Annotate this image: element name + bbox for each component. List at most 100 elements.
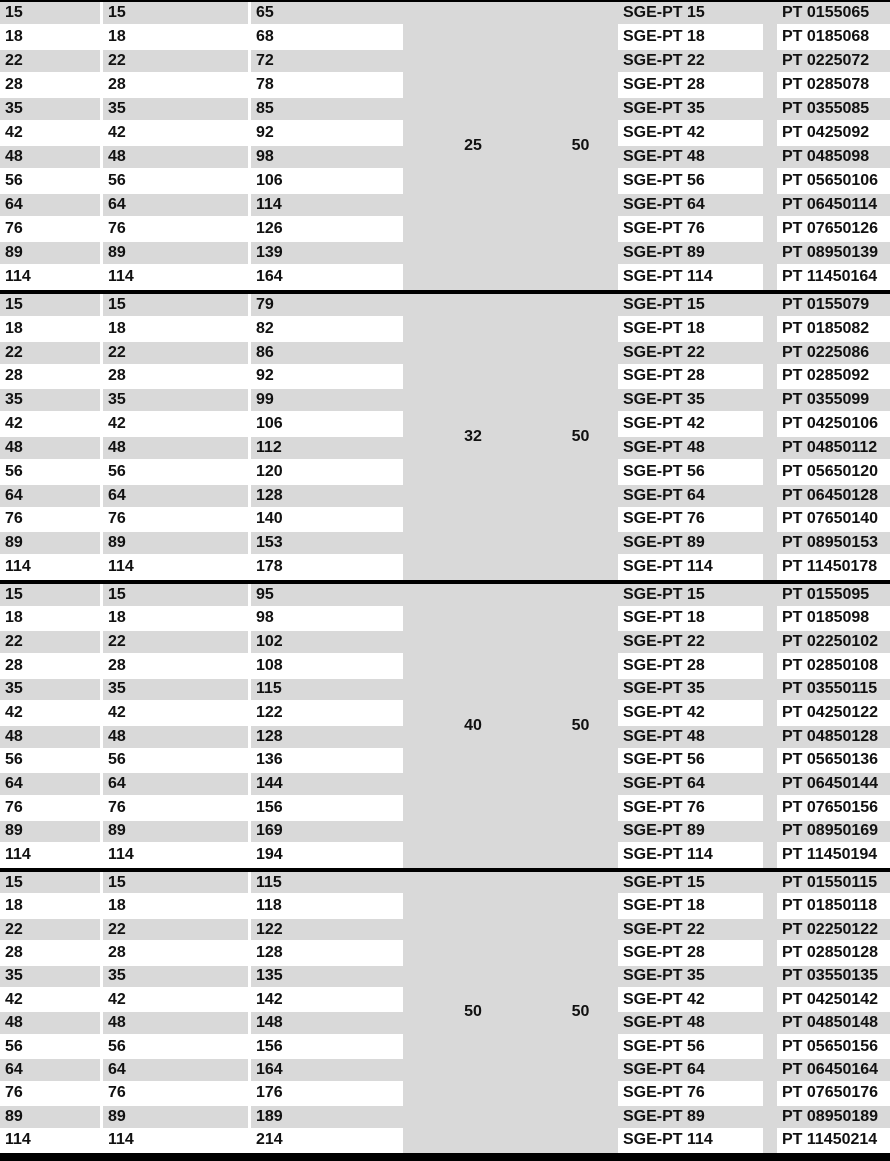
col-d-cell: 18 [0,317,100,342]
product-name-cell: SGE-PT 56 [618,1035,763,1060]
product-code-cell: PT 0185068 [777,26,890,50]
product-name-cell: SGE-PT 64 [618,484,763,509]
product-code-cell: PT 11450164 [777,266,890,290]
product-code-cell: PT 04250122 [777,702,890,726]
product-code-cell: PT 02250122 [777,918,890,943]
table-top-border [0,0,890,2]
product-name-cell: SGE-PT 42 [618,413,763,437]
col-d2-cell: 114 [103,266,248,290]
col-d2-cell: 89 [103,820,248,845]
col-d2-cell: 48 [103,146,248,170]
col-length-cell: 99 [251,389,403,414]
product-code-cell: PT 05650136 [777,749,890,774]
col-d2-cell: 64 [103,1059,248,1083]
col-d2-cell: 22 [103,918,248,943]
product-code-cell: PT 05650156 [777,1035,890,1060]
col-d2-cell: 18 [103,607,248,632]
product-code-cell: PT 11450194 [777,844,890,868]
col-d-cell: 22 [0,631,100,655]
col-length-cell: 128 [251,942,403,966]
col-d2-cell: 42 [103,413,248,437]
col-d-cell: 28 [0,365,100,390]
col-d2-cell: 114 [103,844,248,868]
col-d-cell: 89 [0,532,100,557]
product-name-cell: SGE-PT 89 [618,532,763,557]
col-d2-cell: 15 [103,2,248,26]
col-d2-cell: 15 [103,584,248,608]
product-code-cell: PT 08950153 [777,532,890,557]
product-code-cell: PT 0185082 [777,317,890,342]
col-d2-cell: 35 [103,98,248,122]
product-code-cell: PT 06450128 [777,484,890,509]
product-name-cell: SGE-PT 42 [618,122,763,146]
col-d-cell: 42 [0,702,100,726]
col-length-cell: 98 [251,146,403,170]
col-length-cell: 106 [251,170,403,194]
product-code-cell: PT 0185098 [777,607,890,632]
col-length-cell: 164 [251,266,403,290]
col-length-cell: 92 [251,365,403,390]
product-name-cell: SGE-PT 114 [618,1129,763,1153]
product-code-cell: PT 0225086 [777,341,890,366]
col-d2-cell: 42 [103,989,248,1013]
col-length-cell: 98 [251,607,403,632]
col-d2-cell: 28 [103,942,248,966]
product-name-cell: SGE-PT 89 [618,820,763,845]
column-spacer [763,294,777,580]
col-d-cell: 56 [0,460,100,485]
col-d-cell: 48 [0,437,100,461]
product-code-cell: PT 08950189 [777,1106,890,1130]
col-d-cell: 15 [0,584,100,608]
col-d-cell: 114 [0,844,100,868]
col-length-cell: 82 [251,317,403,342]
product-name-cell: SGE-PT 35 [618,389,763,414]
col-length-cell: 72 [251,50,403,74]
shared-dimension-secondary-cell: 50 [543,872,618,1153]
block-separator [0,290,890,294]
col-d-cell: 18 [0,607,100,632]
col-d-cell: 42 [0,989,100,1013]
col-d-cell: 56 [0,1035,100,1060]
col-d-cell: 35 [0,678,100,703]
col-d2-cell: 76 [103,508,248,533]
col-length-cell: 128 [251,484,403,509]
col-length-cell: 92 [251,122,403,146]
product-name-cell: SGE-PT 22 [618,50,763,74]
col-d-cell: 48 [0,1012,100,1036]
product-code-cell: PT 07650176 [777,1082,890,1107]
col-d2-cell: 76 [103,218,248,242]
col-d2-cell: 114 [103,556,248,580]
column-spacer [763,584,777,868]
col-d-cell: 89 [0,242,100,266]
product-code-cell: PT 04250142 [777,989,890,1013]
col-length-cell: 189 [251,1106,403,1130]
product-code-cell: PT 06450144 [777,773,890,797]
col-d-cell: 28 [0,74,100,98]
col-length-cell: 115 [251,872,403,896]
col-d2-cell: 15 [103,872,248,896]
col-d-cell: 15 [0,872,100,896]
col-d2-cell: 89 [103,1106,248,1130]
product-code-cell: PT 04850128 [777,725,890,750]
col-length-cell: 120 [251,460,403,485]
block-separator [0,868,890,872]
shared-dimension-primary-cell: 40 [403,584,543,868]
product-name-cell: SGE-PT 15 [618,872,763,896]
col-d-cell: 22 [0,918,100,943]
col-length-cell: 144 [251,773,403,797]
shared-dimension-primary-cell: 50 [403,872,543,1153]
col-length-cell: 153 [251,532,403,557]
col-length-cell: 156 [251,796,403,821]
col-length-cell: 85 [251,98,403,122]
col-length-cell: 214 [251,1129,403,1153]
shared-dimension-primary-cell: 25 [403,2,543,290]
col-d-cell: 35 [0,389,100,414]
col-d-cell: 56 [0,170,100,194]
column-spacer [763,872,777,1153]
product-name-cell: SGE-PT 76 [618,796,763,821]
product-name-cell: SGE-PT 35 [618,98,763,122]
col-d2-cell: 64 [103,194,248,218]
product-code-cell: PT 01550115 [777,872,890,896]
col-length-cell: 136 [251,749,403,774]
